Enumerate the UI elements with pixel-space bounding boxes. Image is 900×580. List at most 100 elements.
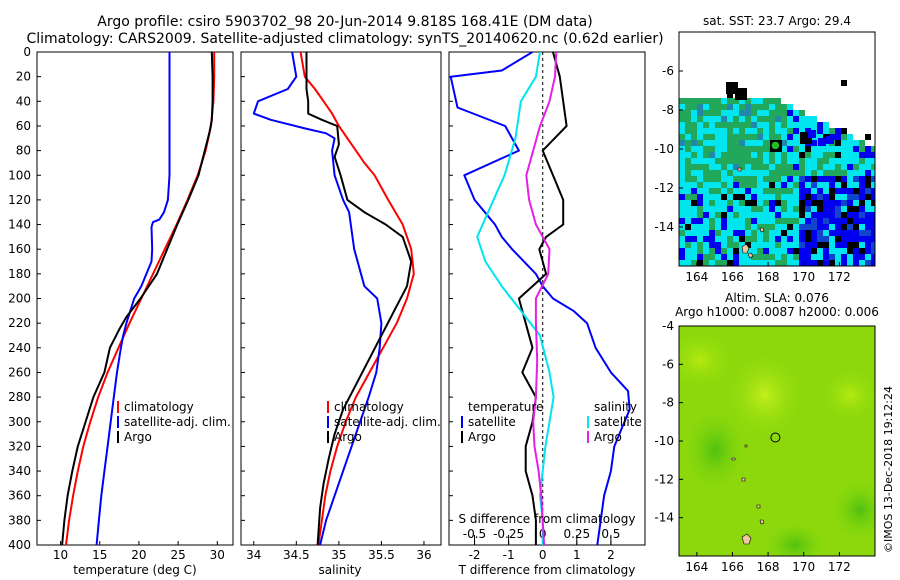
map-y-tick-label: -14: [654, 511, 674, 525]
sst-cell: [715, 158, 721, 164]
sst-cell: [805, 164, 811, 170]
sst-cell: [739, 236, 745, 242]
sst-cell: [685, 170, 691, 176]
sst-cell: [679, 230, 685, 236]
sst-cell: [739, 242, 745, 248]
sst-cell: [793, 242, 799, 248]
sst-cell: [727, 260, 733, 266]
sst-cell: [775, 218, 781, 224]
sst-cell: [865, 212, 871, 218]
sst-cell: [757, 200, 763, 206]
sst-cell: [721, 212, 727, 218]
sst-cell: [787, 146, 793, 152]
map-x-tick-label: 164: [685, 560, 708, 574]
sst-cell: [727, 188, 733, 194]
sst-cell: [733, 158, 739, 164]
sst-cell: [769, 218, 775, 224]
sst-cell: [835, 146, 841, 152]
sst-cell: [721, 158, 727, 164]
sst-cell: [727, 194, 733, 200]
sst-cell: [721, 194, 727, 200]
sst-cell: [805, 152, 811, 158]
sst-cell: [751, 212, 757, 218]
sst-cell: [703, 212, 709, 218]
sst-cell: [679, 242, 685, 248]
sst-cell: [775, 212, 781, 218]
sst-cell: [823, 170, 829, 176]
sst-cell: [823, 200, 829, 206]
sst-cell: [811, 164, 817, 170]
sst-cell: [679, 254, 685, 260]
sst-cell: [757, 254, 763, 260]
sst-cell: [679, 134, 685, 140]
sst-cell: [751, 182, 757, 188]
sst-cell: [679, 128, 685, 134]
sst-cell: [841, 200, 847, 206]
depth-tick-labels: 0 20 40 60 80 100 120 140 160 180 200 220 240 260 280 3…: [8, 45, 41, 552]
sst-cell: [757, 188, 763, 194]
sst-cell: [847, 260, 853, 266]
sst-cell: [691, 134, 697, 140]
sst-cell: [841, 134, 847, 140]
sst-cell: [745, 134, 751, 140]
sst-cell: [691, 146, 697, 152]
sst-cell: [697, 140, 703, 146]
depth-tick-label: 320: [8, 439, 31, 453]
sst-cell: [817, 134, 823, 140]
sla-map-panel: Altim. SLA: 0.076 Argo h1000: 0.0087 h20…: [654, 291, 879, 574]
sst-cell: [871, 176, 875, 182]
sst-cell: [847, 164, 853, 170]
sst-cell: [805, 170, 811, 176]
map-y-tick-label: -12: [654, 181, 674, 195]
sst-cell: [775, 134, 781, 140]
sst-cell: [745, 182, 751, 188]
sst-cell: [835, 188, 841, 194]
sst-cell: [775, 104, 781, 110]
sst-cell: [793, 212, 799, 218]
sst-cell: [829, 128, 835, 134]
sst-cell: [811, 218, 817, 224]
sst-cell: [775, 254, 781, 260]
sst-cell: [847, 170, 853, 176]
sst-cell: [679, 170, 685, 176]
sst-cell: [709, 206, 715, 212]
island-shape: [741, 243, 750, 254]
sst-cell: [871, 200, 875, 206]
sst-cell: [751, 230, 757, 236]
island-shape: [747, 252, 754, 259]
sst-cell: [739, 116, 745, 122]
sst-cell: [829, 230, 835, 236]
sst-cell: [769, 194, 775, 200]
sst-cell: [775, 194, 781, 200]
sst-cell: [781, 212, 787, 218]
sst-cell: [727, 218, 733, 224]
sst-cell: [823, 194, 829, 200]
sst-cell: [721, 230, 727, 236]
sst-cell: [799, 194, 805, 200]
sst-cell: [703, 236, 709, 242]
sst-cell: [781, 200, 787, 206]
sst-cell: [745, 98, 751, 104]
sst-cell: [751, 146, 757, 152]
sst-cell: [787, 170, 793, 176]
sst-cell: [799, 230, 805, 236]
sst-cell: [703, 116, 709, 122]
sst-cell: [841, 248, 847, 254]
sst-cell: [697, 122, 703, 128]
sst-cell: [829, 170, 835, 176]
sst-cell: [841, 80, 847, 86]
sst-cell: [865, 200, 871, 206]
sst-cell: [703, 152, 709, 158]
island-shape: [744, 444, 748, 448]
sst-cell: [811, 140, 817, 146]
x-tick-label: 1: [573, 548, 581, 562]
sst-cell: [703, 248, 709, 254]
legend-label-s-argo: Argo: [594, 430, 622, 444]
sst-cell: [799, 164, 805, 170]
sst-cell: [769, 200, 775, 206]
sst-cell: [763, 146, 769, 152]
sst-cell: [727, 182, 733, 188]
sst-cell: [781, 188, 787, 194]
sst-cell: [793, 176, 799, 182]
sst-cell: [793, 158, 799, 164]
